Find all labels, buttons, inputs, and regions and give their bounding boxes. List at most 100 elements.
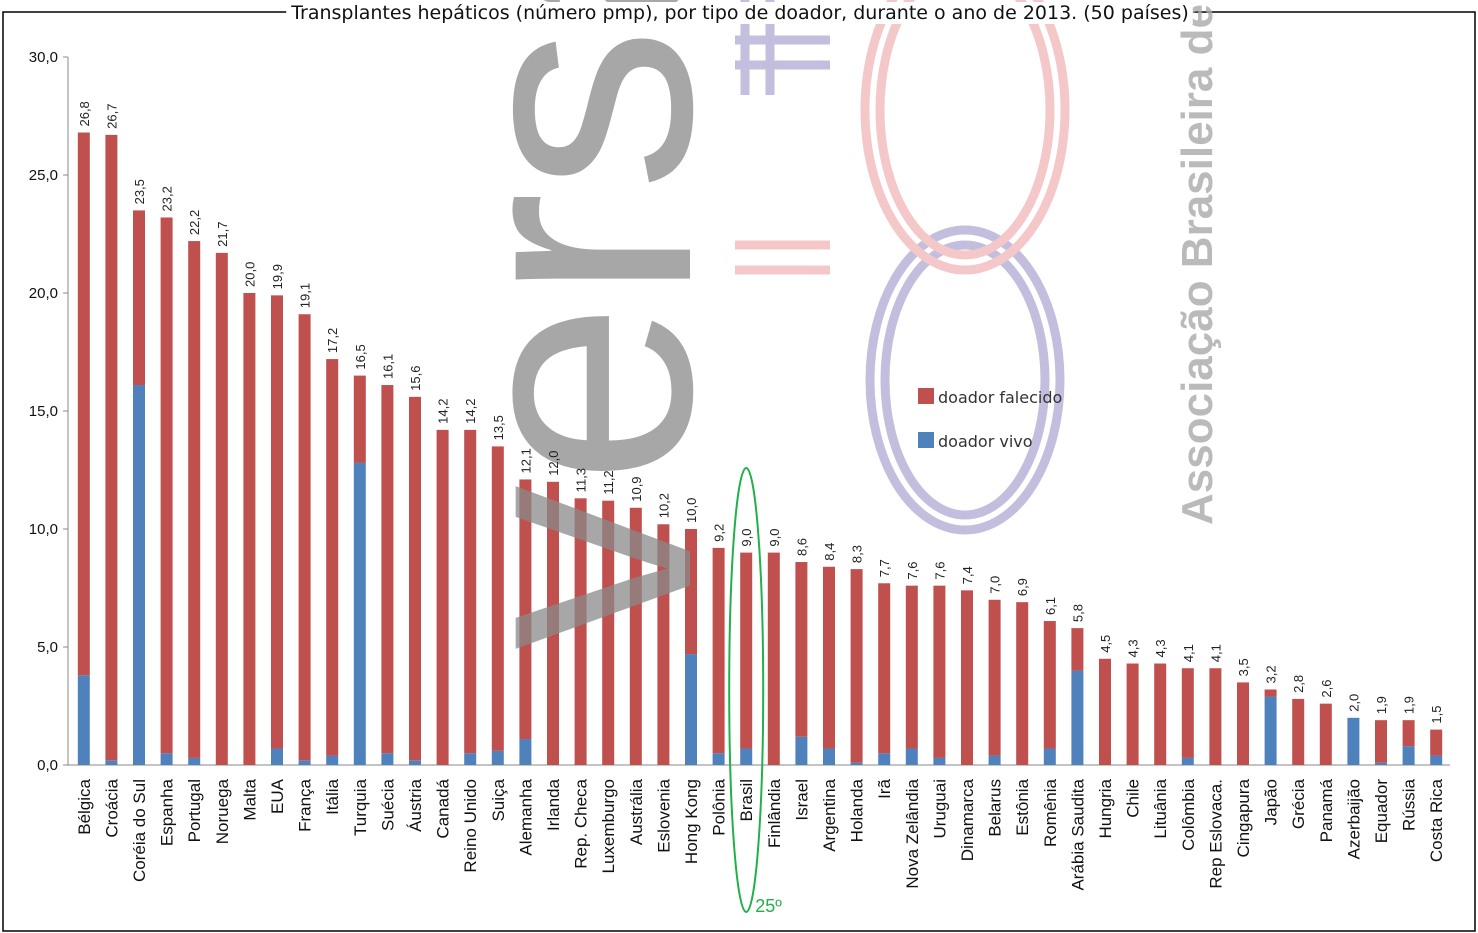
x-tick-label: Coréia do Sul	[130, 779, 149, 882]
value-label: 1,9	[1402, 696, 1417, 714]
x-tick-label: Polônia	[710, 778, 729, 835]
x-tick-label: Nova Zelândia	[903, 778, 922, 888]
title-background	[286, 2, 1193, 24]
y-tick-label: 20,0	[29, 285, 58, 302]
value-label: 5,8	[1070, 604, 1085, 622]
value-label: 4,3	[1126, 639, 1141, 657]
value-label: 12,1	[518, 448, 533, 473]
value-label: 3,2	[1264, 665, 1279, 683]
x-tick-label: Hong Kong	[682, 779, 701, 864]
bar-segment	[1237, 682, 1249, 765]
highlight-label: 25º	[755, 896, 782, 916]
bar-segment	[491, 750, 504, 765]
bar-segment	[160, 217, 173, 754]
bar-segment	[629, 507, 642, 765]
x-tick-label: Irã	[875, 778, 894, 798]
bar-segment	[105, 134, 118, 761]
x-tick-label: Suécia	[378, 778, 397, 831]
value-label: 8,6	[794, 538, 809, 556]
value-label: 9,2	[712, 524, 727, 542]
y-tick-label: 15,0	[29, 403, 58, 420]
bar-segment	[353, 462, 366, 765]
bar-segment	[519, 479, 532, 740]
bar-segment	[298, 760, 311, 765]
value-label: 14,2	[463, 399, 478, 424]
value-label: 16,5	[353, 344, 368, 369]
value-label: 11,3	[574, 468, 589, 492]
value-label: 19,1	[298, 283, 313, 308]
logo	[735, 0, 1070, 535]
value-label: 3,5	[1236, 658, 1251, 676]
bar-segment	[1099, 658, 1111, 765]
bar-segment	[105, 760, 118, 765]
bar-segment	[767, 552, 780, 765]
bar-segment	[657, 524, 670, 765]
watermark: versão	[391, 0, 760, 650]
bar-segment	[1264, 696, 1277, 765]
bar-segment	[464, 753, 477, 765]
bar-segment	[1292, 698, 1305, 765]
bar-segment	[1016, 602, 1029, 765]
value-label: 7,6	[905, 562, 920, 580]
bar-segment	[271, 295, 283, 749]
bar-segment	[381, 385, 394, 754]
bar-segment	[795, 736, 808, 765]
bar-segment	[1071, 670, 1084, 765]
bar-segment	[740, 748, 753, 765]
x-tick-label: Azerbaijão	[1344, 779, 1363, 859]
highlight-ellipse	[728, 467, 765, 913]
value-label: 15,6	[408, 366, 423, 391]
value-label: 10,2	[656, 493, 671, 518]
bar-segment	[574, 498, 587, 765]
bar-segment	[409, 396, 421, 761]
bar-segment	[133, 385, 145, 765]
bar-segment	[381, 753, 394, 765]
bar-segment	[464, 429, 477, 754]
bar-segment	[905, 748, 918, 765]
bar-segment	[160, 753, 173, 765]
watermark-org: Associação Brasileira de	[1173, 4, 1222, 525]
x-tick-label: Estônia	[1013, 778, 1032, 835]
value-label: 4,5	[1098, 635, 1113, 653]
x-tick-label: Portugal	[185, 779, 204, 842]
x-tick-label: Israel	[792, 779, 811, 821]
bar-segment	[1154, 663, 1167, 765]
value-label: 9,0	[767, 529, 782, 547]
x-tick-label: Bélgica	[75, 778, 94, 834]
bar-segment	[712, 753, 725, 765]
bar-segment	[271, 748, 283, 765]
x-tick-label: Alemanha	[516, 778, 535, 855]
plot	[63, 56, 1450, 766]
bar-segment	[133, 210, 145, 386]
bar-segment	[547, 481, 559, 765]
value-label: 14,2	[436, 399, 451, 424]
bar-segment	[1375, 762, 1387, 765]
bar-segment	[326, 755, 339, 765]
x-tick-label: Hungria	[1096, 778, 1115, 838]
chart-title: Transplantes hepáticos (número pmp), por…	[290, 2, 1189, 24]
legend-label: doador falecido	[938, 388, 1062, 407]
value-label: 16,1	[380, 354, 395, 379]
bar-segment	[519, 739, 532, 765]
x-tick-label: Belarus	[986, 779, 1005, 837]
x-tick-label: Uruguai	[930, 779, 949, 839]
x-tick-label: Arábia Saudita	[1068, 778, 1087, 890]
bar-segment	[77, 132, 90, 676]
bar-segment	[1209, 668, 1222, 765]
bar-segment	[850, 762, 863, 765]
x-tick-label: Noruega	[213, 778, 232, 844]
x-tick-label: Japão	[1262, 779, 1281, 825]
x-tick-label: Reino Unido	[461, 779, 480, 873]
x-tick-label: Dinamarca	[958, 778, 977, 861]
x-tick-label: Espanha	[158, 778, 177, 846]
x-tick-label: Croácia	[102, 778, 121, 837]
legend-swatch	[918, 432, 934, 448]
bar-segment	[988, 755, 1001, 765]
bar-segment	[326, 359, 339, 756]
bar-segment	[1347, 717, 1360, 765]
value-label: 19,9	[270, 264, 285, 289]
x-tick-label: Malta	[240, 778, 259, 820]
value-label: 10,9	[629, 476, 644, 501]
x-tick-label: Finlândia	[765, 778, 784, 848]
legend-label: doador vivo	[938, 432, 1033, 451]
